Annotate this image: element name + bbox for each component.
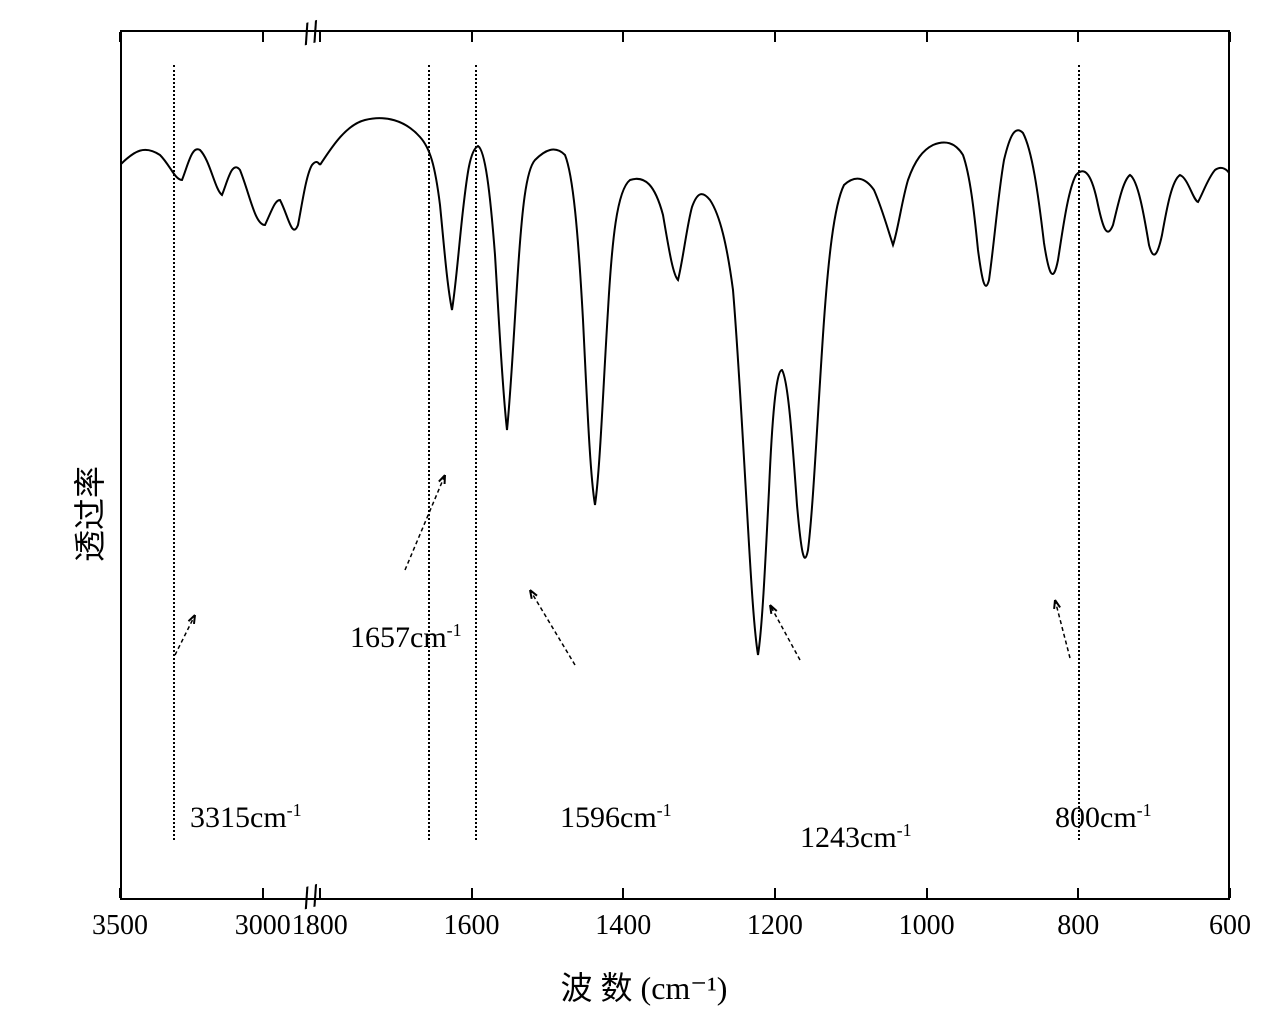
x-axis-label: 波 数 (cm⁻¹) [561, 963, 728, 1009]
peak-arrow [530, 590, 575, 665]
y-axis-label: 透过率 [65, 465, 111, 561]
spectrum-line [120, 30, 1230, 900]
x-tick-label: 600 [1209, 910, 1251, 942]
peak-arrow [770, 605, 800, 660]
peak-arrow [1055, 600, 1070, 658]
x-tick-label: 1000 [899, 910, 955, 942]
x-tick-label: 1400 [595, 910, 651, 942]
x-tick-label: 3000 [235, 910, 291, 942]
x-tick-label: 1200 [747, 910, 803, 942]
x-tick-label: 800 [1057, 910, 1099, 942]
x-tick-label: 3500 [92, 910, 148, 942]
peak-arrow [175, 615, 195, 655]
x-tick-label: 1600 [444, 910, 500, 942]
x-tick-label: 1800 [292, 910, 348, 942]
arrowhead-icon [530, 590, 537, 599]
arrowhead-icon [770, 605, 777, 614]
peak-arrow [405, 475, 445, 570]
ir-spectrum-chart: 透过率 波 数 (cm⁻¹) // // 3500300018001600140… [0, 0, 1288, 1027]
